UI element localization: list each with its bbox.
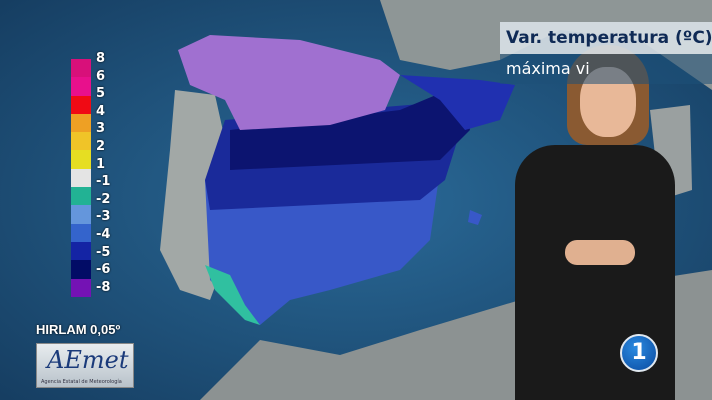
spain-south (205, 170, 440, 325)
spain-deep (230, 85, 470, 170)
legend-swatch (71, 113, 91, 133)
legend-swatch (71, 205, 91, 224)
model-label: HIRLAM 0,05º (36, 322, 121, 337)
catalonia (400, 75, 515, 130)
legend-label: 3 (96, 121, 106, 137)
legend-label: -5 (96, 244, 111, 260)
legend-label: 1 (96, 156, 106, 172)
legend-label: 6 (96, 68, 106, 84)
color-legend (71, 59, 91, 297)
legend-label: -2 (96, 191, 111, 207)
presenter (505, 45, 685, 400)
legend-swatch (71, 260, 91, 279)
legend-swatch (71, 77, 91, 96)
aemet-logo-subtitle: Agencia Estatal de Meteorología (41, 379, 122, 385)
legend-swatch (71, 132, 91, 151)
channel-logo: 1 (620, 334, 658, 372)
teal-coast (205, 265, 260, 325)
legend-swatch (71, 150, 91, 169)
legend-label: -8 (96, 279, 111, 295)
legend-label: 8 (96, 51, 106, 66)
aemet-logo-text: AEmet (47, 346, 129, 374)
legend-label: -1 (96, 174, 111, 190)
legend-swatch (71, 59, 91, 78)
legend-label: 4 (96, 103, 106, 119)
baleares (468, 210, 482, 225)
aemet-logo: AEmet Agencia Estatal de Meteorología (36, 343, 134, 388)
legend-label: 2 (96, 139, 106, 154)
legend-swatch (71, 187, 91, 206)
legend-label: 5 (96, 86, 106, 102)
legend-label: -6 (96, 262, 111, 278)
legend-swatch (71, 241, 91, 261)
legend-swatch (71, 278, 91, 297)
map-title: Var. temperatura (ºC) (500, 22, 712, 54)
legend-label: -3 (96, 209, 111, 225)
map-subtitle: máxima vi (500, 54, 712, 84)
legend-swatch (71, 223, 91, 242)
legend-swatch (71, 168, 91, 188)
legend-label: -4 (96, 227, 111, 242)
legend-swatch (71, 95, 91, 114)
spain-north (178, 35, 400, 130)
